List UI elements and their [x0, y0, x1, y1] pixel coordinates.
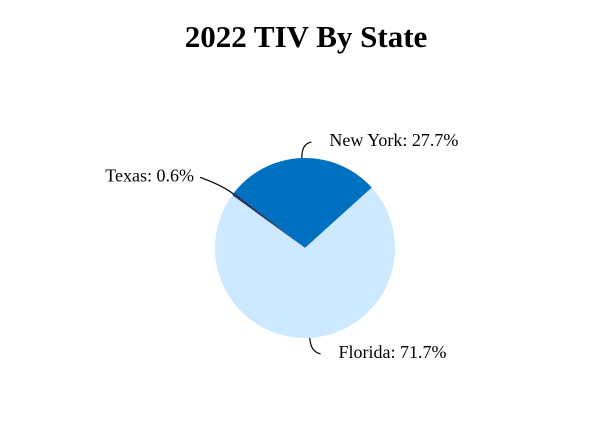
pie-slice — [214, 187, 395, 339]
leader-line — [199, 176, 234, 195]
data-label: Florida: 71.7% — [339, 342, 447, 362]
leader-line — [309, 337, 321, 355]
data-label: Texas: 0.6% — [105, 165, 194, 185]
leader-line — [301, 141, 312, 159]
chart-title: 2022 TIV By State — [185, 19, 428, 54]
pie-slice — [232, 192, 305, 248]
data-label: New York: 27.7% — [329, 130, 458, 150]
pie-slice — [234, 158, 372, 248]
